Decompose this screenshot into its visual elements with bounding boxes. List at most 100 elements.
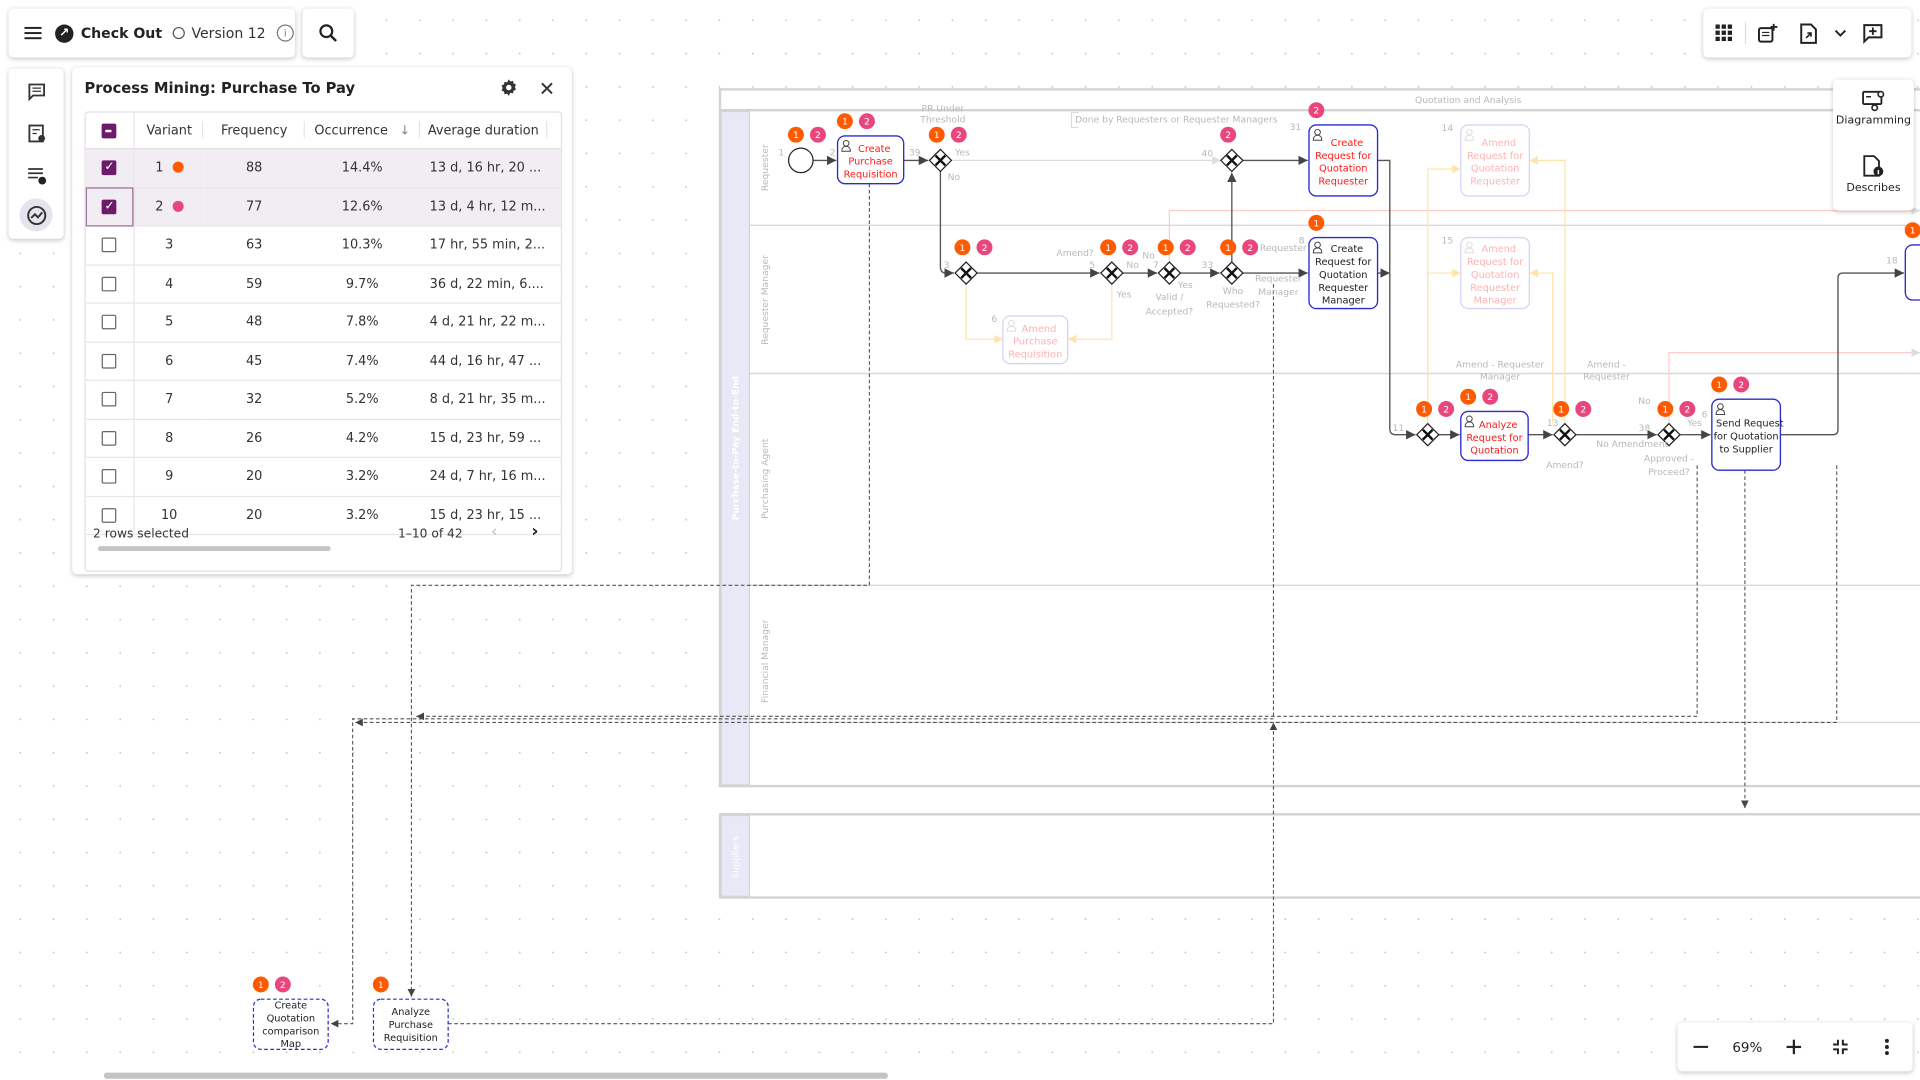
diagramming-button[interactable]: Diagramming — [1833, 89, 1914, 127]
row-checkbox[interactable] — [85, 457, 135, 497]
row-checkbox[interactable] — [85, 303, 135, 343]
table-row[interactable]: 10 20 3.2% 15 d, 23 hr, 15 ... — [85, 495, 561, 536]
variant-cell: 1 — [134, 148, 204, 188]
duration-cell: 36 d, 22 min, 6.... — [419, 264, 547, 304]
row-checkbox[interactable] — [85, 418, 135, 458]
sidebar-item-process-mining[interactable] — [19, 198, 53, 232]
suppliers-pool-header — [720, 814, 751, 897]
badge-number: 2 — [982, 243, 988, 254]
table-row[interactable]: 9 20 3.2% 24 d, 7 hr, 16 m... — [85, 457, 561, 497]
sidebar-item-document-settings[interactable] — [20, 116, 53, 149]
previous-page-button[interactable]: ‹ — [491, 522, 498, 542]
x-icon — [1226, 154, 1238, 167]
toolbar-divider — [1744, 22, 1747, 45]
add-comment-icon[interactable] — [1851, 23, 1893, 44]
export-document-icon[interactable] — [1788, 22, 1830, 44]
canvas-horizontal-scrollbar[interactable] — [104, 1072, 888, 1079]
next-page-button[interactable]: › — [531, 521, 539, 542]
exclusive-gateway[interactable] — [1099, 261, 1124, 285]
exclusive-gateway[interactable] — [928, 148, 953, 173]
row-checkbox[interactable] — [85, 225, 135, 266]
arrow-up-right-icon: ↗ — [55, 23, 74, 43]
column-average-duration[interactable]: Average duration — [419, 112, 547, 150]
task[interactable]: Create Request for Quotation Requester Manag… — [1308, 236, 1379, 310]
table-row[interactable]: 5 48 7.8% 4 d, 21 hr, 22 m... — [85, 303, 561, 343]
start-event[interactable] — [787, 147, 814, 174]
task[interactable]: Create Purchase Requisition — [836, 135, 905, 185]
search-button[interactable] — [302, 8, 354, 58]
fit-to-screen-icon[interactable] — [1817, 1039, 1864, 1055]
exclusive-gateway[interactable] — [1219, 261, 1244, 285]
variant-color-dot — [172, 200, 184, 212]
row-checkbox[interactable] — [85, 495, 135, 536]
task[interactable] — [1904, 244, 1920, 301]
exclusive-gateway[interactable] — [1219, 148, 1244, 173]
row-checkbox[interactable] — [85, 380, 135, 420]
column-frequency[interactable]: Frequency — [203, 112, 305, 150]
close-icon[interactable]: ✕ — [538, 77, 556, 101]
apps-grid-icon[interactable] — [1703, 24, 1745, 42]
exclusive-gateway[interactable] — [954, 261, 979, 285]
exclusive-gateway[interactable] — [1415, 422, 1440, 447]
horizontal-scrollbar[interactable] — [97, 546, 331, 552]
overflow-cell — [546, 380, 561, 420]
describes-button[interactable]: Describes — [1833, 154, 1914, 195]
zoom-in-button[interactable] — [1771, 1039, 1818, 1055]
check-out-button[interactable]: ↗ Check Out — [55, 23, 162, 43]
table-row[interactable]: 8 26 4.2% 15 d, 23 hr, 59 ... — [85, 418, 561, 458]
table-row[interactable]: 3 63 10.3% 17 hr, 55 min, 2... — [85, 225, 561, 266]
hamburger-icon[interactable] — [23, 26, 43, 41]
task-label: Amend — [1481, 138, 1516, 149]
dashed-flow — [407, 183, 870, 997]
task[interactable]: Amend Request for Quotation Requester Manage… — [1460, 236, 1531, 310]
table-row[interactable]: 4 59 9.7% 36 d, 22 min, 6.... — [85, 264, 561, 304]
badge-number: 2 — [1580, 404, 1586, 415]
task[interactable]: Analyze Purchase Requisition — [372, 998, 449, 1051]
task[interactable]: Analyze Request for Quotation — [1460, 410, 1529, 462]
row-checkbox[interactable]: ✓ — [85, 148, 135, 188]
sidebar-item-list-info[interactable] — [20, 158, 53, 191]
variant-cell: 10 — [134, 495, 204, 536]
task[interactable]: Amend Request for Quotation Requester — [1460, 124, 1531, 197]
column-occurrence[interactable]: Occurrence ↓ — [304, 112, 420, 150]
version-selector[interactable]: Version 12 — [173, 24, 266, 42]
exclusive-gateway[interactable] — [1657, 422, 1681, 447]
row-checkbox[interactable] — [85, 264, 135, 304]
sidebar-item-comments[interactable] — [20, 75, 53, 108]
select-all-checkbox[interactable] — [85, 112, 135, 150]
exclusive-gateway[interactable] — [1157, 261, 1182, 285]
exclusive-gateway[interactable] — [1553, 422, 1577, 447]
badge-number: 1 — [1910, 226, 1916, 237]
gear-icon[interactable] — [500, 78, 518, 96]
task-label: Quotation — [1319, 270, 1367, 281]
badge-circle — [810, 126, 826, 143]
faded-sequence-flow — [1427, 268, 1461, 424]
info-icon[interactable]: i — [276, 24, 294, 42]
sequence-flow — [1780, 268, 1905, 436]
table-row[interactable]: ✓ 2 77 12.6% 13 d, 4 hr, 12 m... — [85, 187, 561, 227]
task[interactable]: Amend Purchase Requisition — [1002, 315, 1069, 365]
sequence-flow — [939, 171, 954, 278]
table-row[interactable]: ✓ 1 88 14.4% 13 d, 16 hr, 20 ... — [85, 148, 561, 188]
dashed-flow — [416, 465, 1698, 721]
more-options-icon[interactable] — [1864, 1038, 1911, 1056]
flow-label: 6 — [1702, 410, 1708, 421]
flow-label: Approved - — [1644, 454, 1694, 465]
column-variant[interactable]: Variant — [134, 112, 204, 150]
chevron-down-icon[interactable] — [1829, 29, 1851, 38]
document-settings-icon — [27, 123, 45, 142]
row-checkbox[interactable] — [85, 341, 135, 381]
task[interactable]: Create Request for Quotation Requester — [1308, 124, 1379, 197]
zoom-out-button[interactable] — [1678, 1045, 1725, 1048]
table-row[interactable]: 6 45 7.4% 44 d, 16 hr, 47 ... — [85, 341, 561, 381]
table-row[interactable]: 7 32 5.2% 8 d, 21 hr, 35 m... — [85, 380, 561, 420]
badge-number: 1 — [378, 980, 384, 991]
badge-circle — [1157, 239, 1174, 256]
add-note-icon[interactable] — [1746, 23, 1788, 44]
sort-descending-icon[interactable]: ↓ — [399, 123, 411, 138]
row-checkbox[interactable]: ✓ — [85, 187, 135, 227]
